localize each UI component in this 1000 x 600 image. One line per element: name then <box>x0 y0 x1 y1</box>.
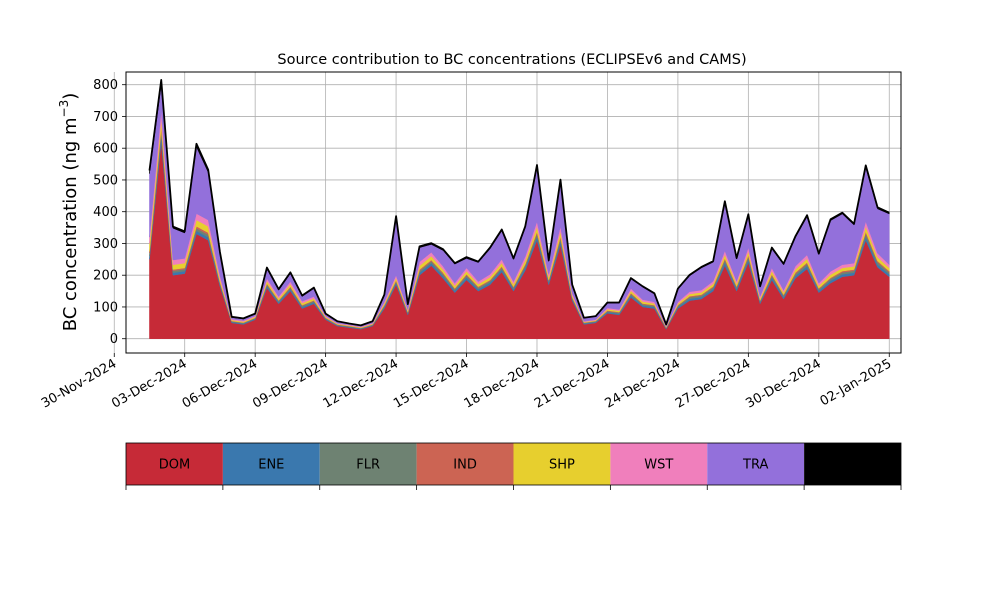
x-tick-label: 03-Dec-2024 <box>109 356 189 411</box>
stacked-areas <box>148 79 890 339</box>
legend-swatch-dom <box>126 443 223 485</box>
legend-swatch-shp <box>513 443 611 485</box>
y-tick-label: 300 <box>93 237 118 252</box>
y-axis-ticks: 0 100 200 300 400 500 600 700 800 <box>93 78 126 347</box>
y-tick-label: 0 <box>110 332 118 347</box>
chart-title: Source contribution to BC concentrations… <box>277 52 746 68</box>
legend-label-dom: DOM <box>159 458 190 473</box>
legend-label-wst: WST <box>644 458 673 473</box>
x-tick-label: 09-Dec-2024 <box>250 356 330 411</box>
legend-swatch-wst <box>610 443 708 485</box>
legend-swatch-ind <box>416 443 514 485</box>
plot-frame <box>125 71 902 354</box>
legend-colorbar: DOM ENE FLR IND SHP WST TRA BB <box>125 442 902 490</box>
y-tick-label: 800 <box>93 78 118 93</box>
y-axis-label-main: BC concentration (ng m <box>60 117 81 331</box>
y-tick-label: 400 <box>93 205 118 220</box>
x-tick-label: 15-Dec-2024 <box>391 356 471 411</box>
legend-label-bb: BB <box>844 458 862 473</box>
x-tick-label: 12-Dec-2024 <box>321 356 401 411</box>
x-tick-label: 18-Dec-2024 <box>462 356 542 411</box>
legend-label-tra: TRA <box>742 458 768 473</box>
y-axis-label: BC concentration (ng m−3) <box>57 93 81 332</box>
y-tick-label: 500 <box>93 173 118 188</box>
x-tick-label: 30-Dec-2024 <box>743 356 823 411</box>
x-tick-label: 21-Dec-2024 <box>532 356 612 411</box>
y-tick-label: 600 <box>93 142 118 157</box>
y-axis-label-exponent: −3 <box>57 100 71 118</box>
legend-swatch-tra <box>707 443 805 485</box>
x-tick-label: 30-Nov-2024 <box>39 356 119 411</box>
legend-label-ene: ENE <box>258 458 284 473</box>
y-axis-label-close: ) <box>60 93 81 100</box>
legend-label-flr: FLR <box>356 458 380 473</box>
y-tick-label: 100 <box>93 300 118 315</box>
total-line <box>148 79 890 327</box>
legend-label-shp: SHP <box>549 458 575 473</box>
x-tick-label: 02-Jan-2025 <box>818 356 895 409</box>
y-tick-label: 200 <box>93 269 118 284</box>
x-tick-label: 24-Dec-2024 <box>602 356 682 411</box>
x-axis-ticks: 30-Nov-202403-Dec-202406-Dec-202409-Dec-… <box>39 353 894 412</box>
legend-label-ind: IND <box>453 458 477 473</box>
legend-swatch-flr <box>319 443 417 485</box>
x-tick-label: 27-Dec-2024 <box>673 356 753 411</box>
y-tick-label: 700 <box>93 110 118 125</box>
x-tick-label: 06-Dec-2024 <box>180 356 260 411</box>
legend-swatch-bb <box>804 443 901 485</box>
legend-swatch-ene <box>222 443 320 485</box>
